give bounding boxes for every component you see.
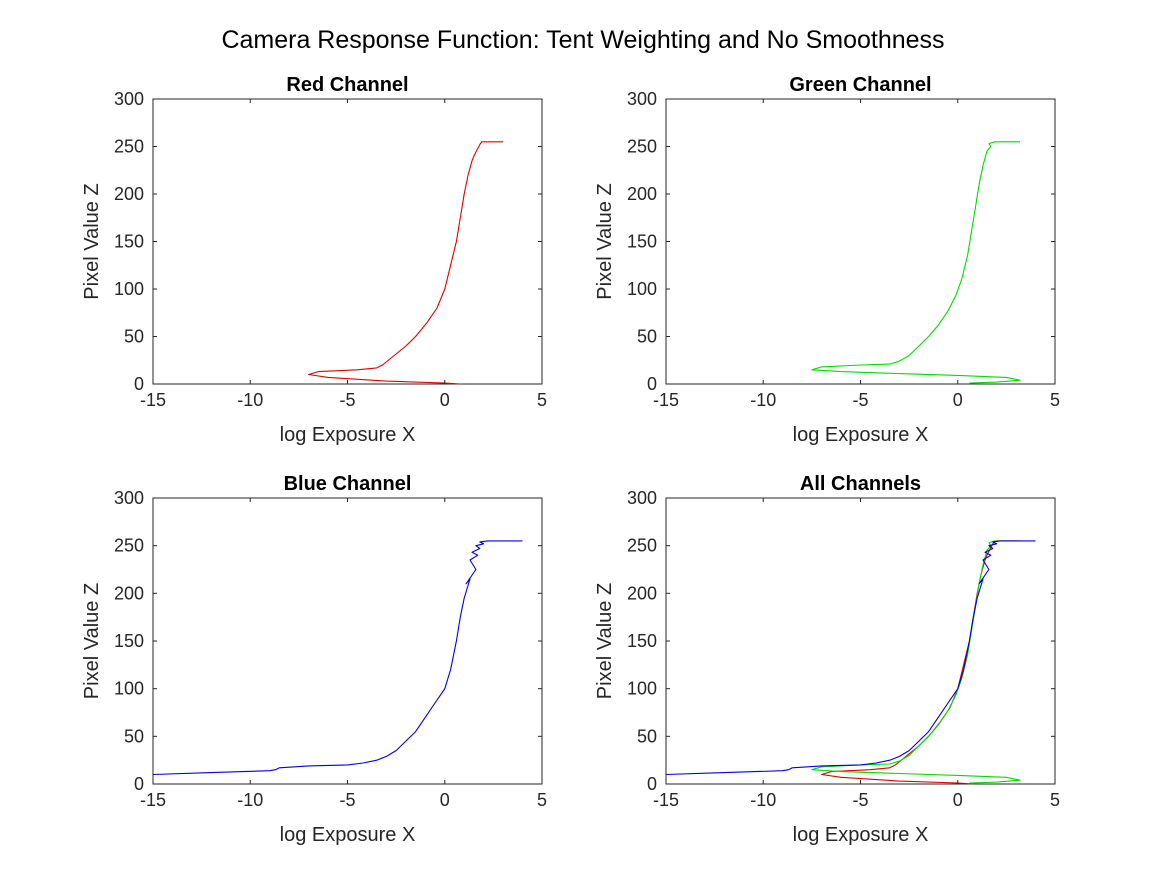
y-tick-label: 300 (627, 89, 657, 109)
x-tick-label: 0 (953, 390, 963, 410)
x-tick-label: -10 (237, 790, 263, 810)
y-tick-label: 0 (647, 374, 657, 394)
x-tick-label: 5 (537, 390, 547, 410)
y-tick-label: 0 (134, 374, 144, 394)
x-tick-label: 5 (1050, 790, 1060, 810)
x-tick-label: -15 (140, 390, 166, 410)
x-tick-label: -15 (140, 790, 166, 810)
y-tick-label: 100 (627, 679, 657, 699)
y-tick-label: 250 (114, 137, 144, 157)
y-tick-label: 150 (627, 232, 657, 252)
y-axis-label: Pixel Value Z (594, 583, 616, 699)
x-tick-label: 5 (537, 790, 547, 810)
plot-area (152, 98, 543, 385)
x-tick-label: 0 (953, 790, 963, 810)
y-tick-label: 200 (627, 583, 657, 603)
y-tick-label: 300 (114, 89, 144, 109)
x-axis-label: log Exposure X (280, 424, 416, 446)
x-tick-label: -15 (653, 390, 679, 410)
red-series-line (308, 141, 504, 385)
x-tick-label: 0 (440, 790, 450, 810)
x-tick-label: -5 (339, 790, 355, 810)
x-axis-label: log Exposure X (793, 824, 929, 846)
y-tick-label: 250 (114, 536, 144, 556)
y-axis-label: Pixel Value Z (594, 183, 616, 299)
x-tick-label: -10 (237, 390, 263, 410)
y-axis-label: Pixel Value Z (81, 183, 103, 299)
y-tick-label: 50 (637, 726, 657, 746)
blue-series-line (665, 540, 1036, 776)
y-tick-label: 100 (114, 679, 144, 699)
x-tick-label: 0 (440, 390, 450, 410)
subplot-title: Blue Channel (284, 473, 412, 495)
y-tick-label: 0 (647, 774, 657, 794)
green-series-line (811, 540, 1021, 784)
x-tick-label: -5 (339, 390, 355, 410)
y-tick-label: 250 (627, 137, 657, 157)
x-tick-label: -5 (852, 790, 868, 810)
y-tick-label: 0 (134, 774, 144, 794)
y-tick-label: 300 (627, 488, 657, 508)
y-tick-label: 200 (114, 184, 144, 204)
blue-series-line (152, 540, 523, 776)
y-tick-label: 100 (627, 279, 657, 299)
y-tick-label: 100 (114, 279, 144, 299)
y-tick-label: 150 (627, 631, 657, 651)
figure-title: Camera Response Function: Tent Weighting… (221, 26, 944, 54)
x-axis-label: log Exposure X (280, 824, 416, 846)
y-tick-label: 200 (114, 583, 144, 603)
subplot-title: All Channels (800, 473, 921, 495)
y-tick-label: 50 (637, 327, 657, 347)
y-tick-label: 250 (627, 536, 657, 556)
y-tick-label: 300 (114, 488, 144, 508)
x-tick-label: -15 (653, 790, 679, 810)
y-tick-label: 200 (627, 184, 657, 204)
x-tick-label: -5 (852, 390, 868, 410)
x-tick-label: -10 (750, 790, 776, 810)
subplot-title: Red Channel (286, 74, 408, 96)
green-series-line (811, 141, 1021, 384)
y-tick-label: 50 (124, 726, 144, 746)
subplot-title: Green Channel (789, 74, 931, 96)
y-tick-label: 150 (114, 631, 144, 651)
y-tick-label: 50 (124, 327, 144, 347)
y-tick-label: 150 (114, 232, 144, 252)
x-tick-label: 5 (1050, 390, 1060, 410)
x-axis-label: log Exposure X (793, 424, 929, 446)
y-axis-label: Pixel Value Z (81, 583, 103, 699)
x-tick-label: -10 (750, 390, 776, 410)
